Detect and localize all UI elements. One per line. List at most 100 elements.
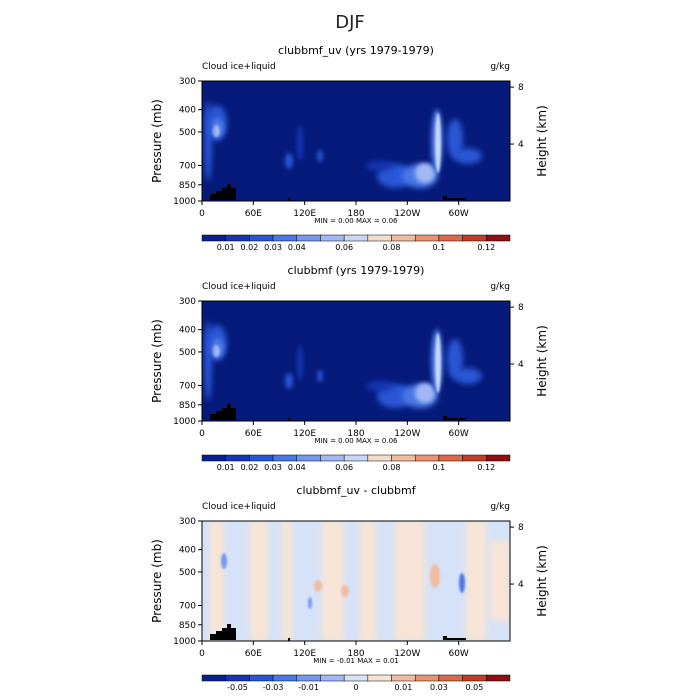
colorbar-swatch <box>201 234 226 242</box>
contour-region <box>285 373 293 389</box>
colorbar-swatch <box>343 674 369 682</box>
y-axis-label: Pressure (mb) <box>150 99 164 183</box>
contour-region <box>297 125 303 161</box>
units-label: g/kg <box>490 62 510 72</box>
colorbar-label: 0.01 <box>217 243 235 252</box>
x-tick-label: 120W <box>394 429 420 439</box>
colorbar-label: 0.06 <box>335 463 353 472</box>
colorbar-swatch <box>249 454 274 462</box>
min-max-readout: MIN = 0.00 MAX = 0.06 <box>315 217 399 225</box>
contour-region <box>360 521 376 641</box>
colorbar-swatch <box>367 454 392 462</box>
x-tick-label: 60E <box>245 429 262 439</box>
y2-tick-label: 8 <box>518 303 524 313</box>
colorbar: 0.01 0.02 0.03 0.04 0.06 0.08 0.1 0.12 <box>201 454 511 472</box>
colorbar-label: 0.1 <box>433 463 446 472</box>
colorbar-swatch <box>391 234 416 242</box>
topography <box>288 418 290 421</box>
colorbar-label: 0.02 <box>240 243 258 252</box>
topography <box>288 198 290 201</box>
contour-region <box>490 541 510 621</box>
y-tick-label: 500 <box>179 348 196 358</box>
colorbar-label: 0.01 <box>217 463 235 472</box>
contour-region <box>447 339 463 379</box>
contour-region <box>366 161 394 171</box>
colorbar-swatch <box>296 454 321 462</box>
x-tick-label: 120W <box>394 649 420 659</box>
y-axis-label: Pressure (mb) <box>150 539 164 623</box>
colorbar: 0.01 0.02 0.03 0.04 0.06 0.08 0.1 0.12 <box>201 234 511 252</box>
x-tick-label: 0 <box>199 429 205 439</box>
colorbar-swatch <box>438 674 463 682</box>
field-label: Cloud ice+liquid <box>202 502 276 512</box>
y-tick-label: 1000 <box>173 197 196 207</box>
topography <box>288 638 290 641</box>
contour-region <box>466 521 486 641</box>
x-tick-label: 180 <box>347 649 364 659</box>
field-label: Cloud ice+liquid <box>202 282 276 292</box>
y-axis-label: Pressure (mb) <box>150 319 164 403</box>
colorbar-label: 0.03 <box>430 683 448 692</box>
colorbar-label: 0.01 <box>394 683 412 692</box>
contour-region <box>285 153 293 169</box>
panel-title: clubbmf_uv (yrs 1979-1979) <box>278 44 434 57</box>
topography <box>443 416 466 420</box>
contour-region <box>447 119 463 159</box>
colorbar-swatch <box>272 674 298 682</box>
units-label: g/kg <box>490 282 510 292</box>
colorbar-label: 0.04 <box>288 463 306 472</box>
panel-3: clubbmf_uv - clubbmf Cloud ice+liquid g/kg… <box>150 484 549 692</box>
y-tick-label: 850 <box>179 401 196 411</box>
colorbar-label: 0.06 <box>335 243 353 252</box>
colorbar-swatch <box>486 454 511 462</box>
y-tick-label: 1000 <box>173 637 196 647</box>
heatmap-field <box>202 81 510 201</box>
contour-region <box>212 345 220 357</box>
x-tick-label: 0 <box>199 209 205 219</box>
contour-region <box>297 345 303 381</box>
colorbar-label: -0.03 <box>263 683 284 692</box>
y-tick-label: 700 <box>179 161 196 171</box>
field-background <box>202 301 510 421</box>
y2-tick-label: 8 <box>518 83 524 93</box>
x-tick-label: 0 <box>199 649 205 659</box>
contour-region <box>204 101 212 181</box>
colorbar-swatch <box>391 674 416 682</box>
x-tick-label: 120E <box>293 649 316 659</box>
x-tick-label: 60E <box>245 649 262 659</box>
y-tick-label: 300 <box>179 517 196 527</box>
heatmap-field <box>202 301 510 421</box>
colorbar-swatch <box>249 234 274 242</box>
contour-region <box>317 150 323 162</box>
colorbar-swatch <box>391 454 416 462</box>
colorbar-label: 0.03 <box>264 463 282 472</box>
colorbar-label: 0.12 <box>477 463 495 472</box>
y-tick-label: 300 <box>179 77 196 87</box>
colorbar-swatch <box>367 234 392 242</box>
y2-axis-label: Height (km) <box>535 105 549 176</box>
units-label: g/kg <box>490 502 510 512</box>
colorbar-swatch <box>343 454 369 462</box>
contour-region <box>221 553 227 569</box>
contour-region <box>435 113 441 173</box>
colorbar-swatch <box>414 454 440 462</box>
y-tick-label: 850 <box>179 181 196 191</box>
contour-region <box>454 148 482 164</box>
colorbar-swatch <box>272 454 298 462</box>
colorbar-swatch <box>296 234 321 242</box>
topography <box>443 636 466 640</box>
contour-region <box>366 381 394 391</box>
min-max-readout: MIN = -0.01 MAX = 0.01 <box>313 657 399 665</box>
y2-tick-label: 4 <box>518 140 524 150</box>
panel-1: clubbmf_uv (yrs 1979-1979)Cloud ice+liqu… <box>150 44 549 252</box>
colorbar-swatch <box>343 234 369 242</box>
colorbar-label: 0.05 <box>466 683 484 692</box>
colorbar-swatch <box>414 674 440 682</box>
colorbar-swatch <box>462 454 487 462</box>
colorbar-label: 0.04 <box>288 243 306 252</box>
colorbar-swatch <box>320 234 345 242</box>
y-tick-label: 400 <box>179 546 196 556</box>
y-tick-label: 700 <box>179 381 196 391</box>
contour-region <box>430 564 440 588</box>
